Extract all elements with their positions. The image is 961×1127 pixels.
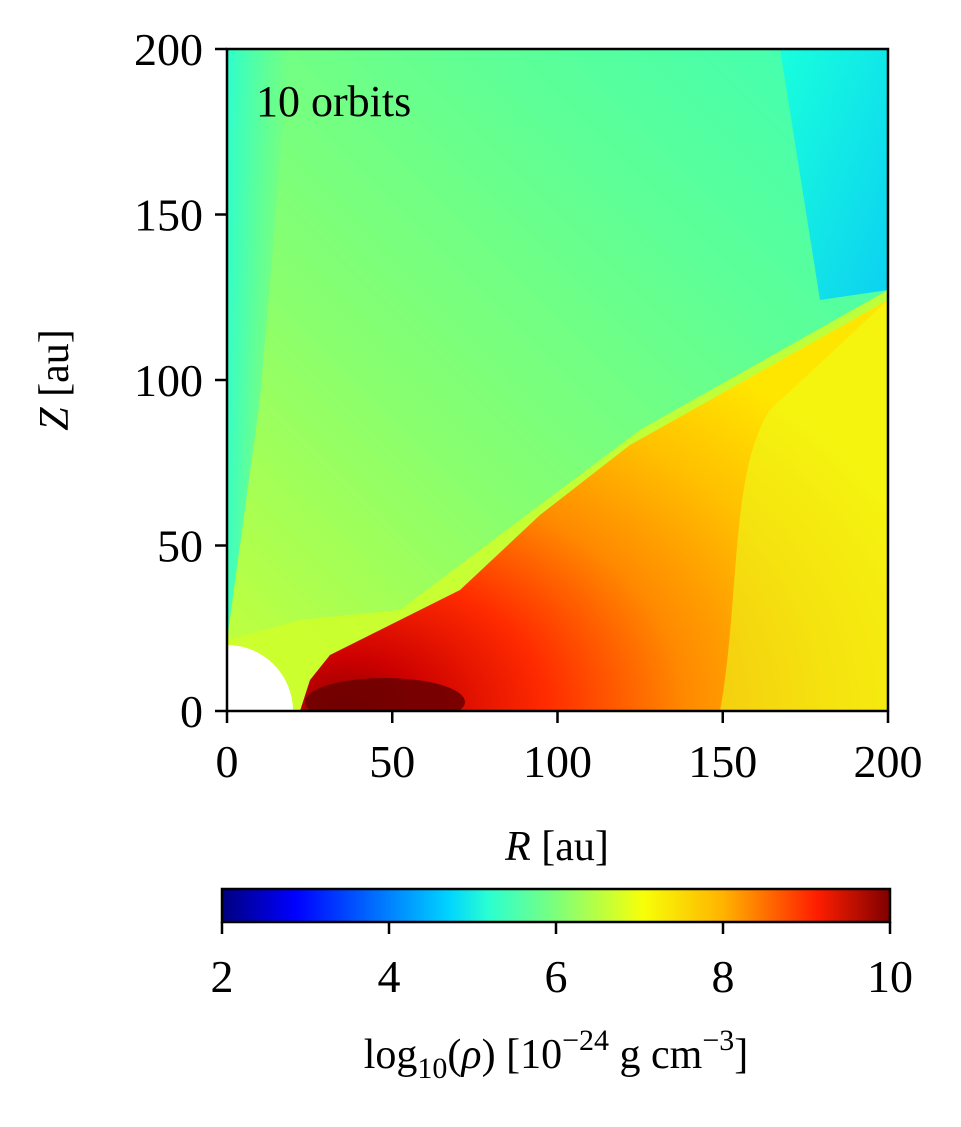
x-tick-label: 50 xyxy=(369,736,415,787)
y-axis-label: Z [au] xyxy=(32,329,78,430)
colorbar-label: log10(ρ) [10−24 g cm−3] xyxy=(364,1024,749,1085)
colorbar-tick-label: 2 xyxy=(211,951,234,1002)
x-tick-label: 200 xyxy=(854,736,923,787)
upper-right-corner xyxy=(780,49,888,300)
x-tick-label: 100 xyxy=(523,736,592,787)
colorbar-tick-label: 6 xyxy=(545,951,568,1002)
colorbar-ticks: 2 4 6 8 10 xyxy=(211,922,913,1002)
y-tick-label: 0 xyxy=(180,686,203,737)
colorbar-tick-label: 4 xyxy=(378,951,401,1002)
x-tick-label: 150 xyxy=(688,736,757,787)
colorbar-tick-label: 8 xyxy=(712,951,735,1002)
x-axis-ticks: 0 50 100 150 200 xyxy=(216,711,923,787)
disk-outer-fade xyxy=(720,300,888,711)
midplane-peak xyxy=(305,678,465,711)
inner-boundary xyxy=(227,645,293,711)
y-tick-label: 200 xyxy=(134,24,203,75)
x-tick-label: 0 xyxy=(216,736,239,787)
y-tick-label: 100 xyxy=(134,355,203,406)
y-tick-label: 50 xyxy=(157,521,203,572)
polar-outflow xyxy=(227,49,290,640)
heatmap xyxy=(227,49,888,711)
y-tick-label: 150 xyxy=(134,190,203,241)
colorbar-tick-label: 10 xyxy=(867,951,913,1002)
colorbar xyxy=(220,887,892,924)
y-axis-ticks: 0 50 100 150 200 xyxy=(134,24,227,737)
orbit-annotation: 10 orbits xyxy=(256,77,411,126)
x-axis-label: R [au] xyxy=(504,824,609,870)
